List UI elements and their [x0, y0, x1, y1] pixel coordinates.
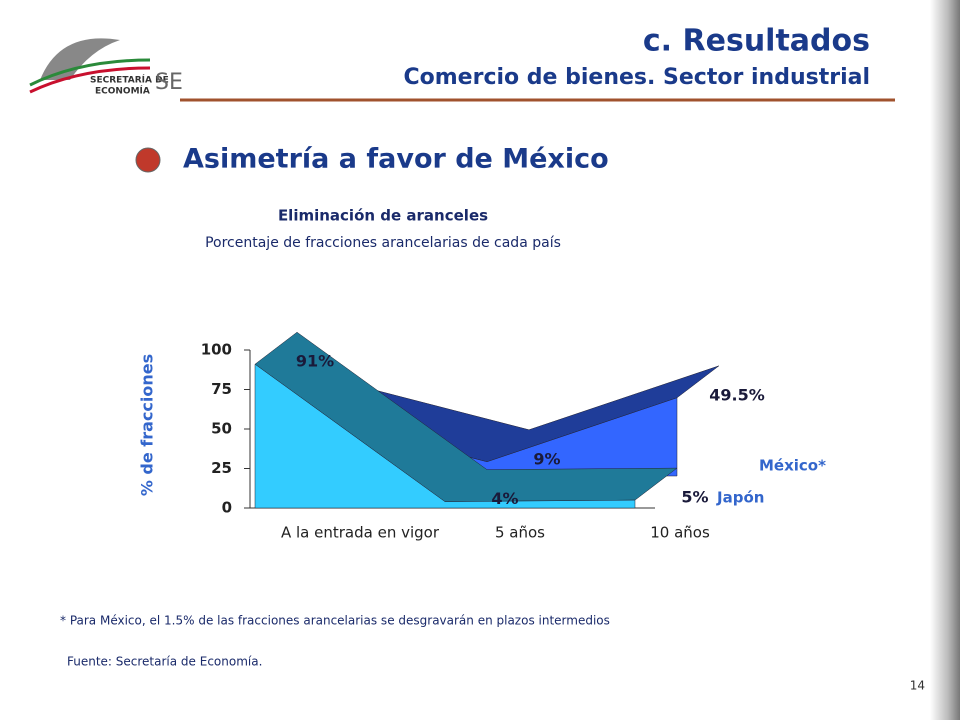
- header-subtitle: Comercio de bienes. Sector industrial: [404, 65, 871, 90]
- y-tick-label: 75: [211, 380, 232, 398]
- edge-shadow: [930, 0, 960, 720]
- source: Fuente: Secretaría de Economía.: [67, 655, 262, 669]
- chart-title: Eliminación de aranceles: [278, 207, 488, 225]
- value-label: 5%: [681, 488, 708, 507]
- logo-mark: SE: [155, 70, 183, 95]
- heading: Asimetría a favor de México: [183, 144, 609, 175]
- x-tick-label: A la entrada en vigor: [281, 524, 440, 542]
- x-tick-label: 10 años: [650, 524, 710, 542]
- y-axis-label: % de fracciones: [138, 354, 157, 496]
- legend-label: Japón: [716, 489, 764, 507]
- value-label: 49.5%: [709, 385, 765, 404]
- y-tick-label: 25: [211, 459, 232, 477]
- logo-eagle: [40, 38, 120, 80]
- chart-subtitle: Porcentaje de fracciones arancelarias de…: [205, 235, 561, 251]
- y-tick-label: 0: [222, 499, 232, 517]
- area: [254, 363, 636, 509]
- value-label: 4%: [491, 489, 518, 508]
- logo-stripe: [29, 58, 151, 87]
- logo-text: SECRETARÍA DE: [90, 74, 169, 86]
- footnote: * Para México, el 1.5% de las fracciones…: [60, 614, 610, 628]
- header-title: c. Resultados: [643, 24, 870, 59]
- x-tick-label: 5 años: [495, 524, 545, 542]
- logo-stripe: [29, 66, 151, 94]
- y-tick-label: 50: [211, 420, 232, 438]
- page-number: 14: [910, 679, 925, 693]
- value-label: 91%: [296, 352, 334, 371]
- bullet-globe: [135, 147, 161, 173]
- value-label: 9%: [533, 449, 560, 468]
- logo: SECRETARÍA DE ECONOMÍA SE: [29, 38, 183, 97]
- logo-text: ECONOMÍA: [95, 85, 150, 97]
- y-tick-label: 100: [201, 341, 232, 359]
- legend-label: México*: [759, 457, 826, 475]
- plot: 0 25 50 75 100 A la entrada en vigor 5 años 10 …: [201, 331, 826, 542]
